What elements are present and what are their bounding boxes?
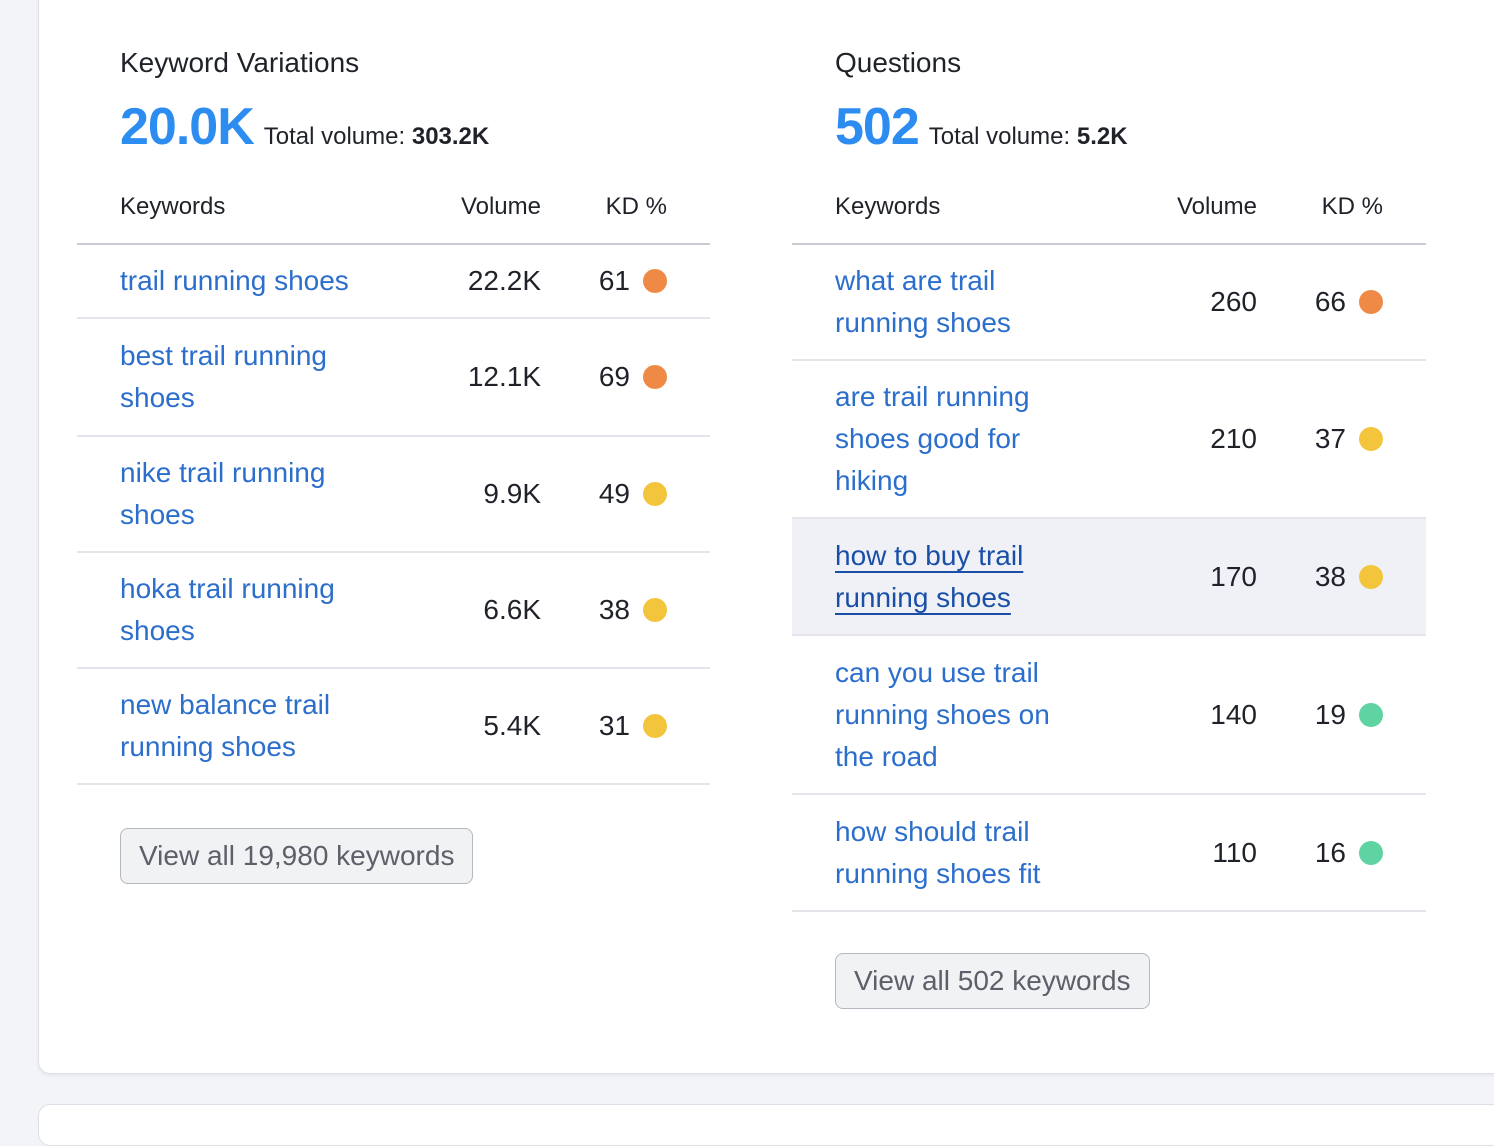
kd-value: 69 bbox=[598, 361, 630, 392]
volume-value: 210 bbox=[1210, 423, 1257, 454]
kd-dot-icon bbox=[1359, 290, 1383, 314]
volume-value: 22.2K bbox=[467, 265, 541, 296]
view-all-questions-button[interactable]: View all 502 keywords bbox=[835, 953, 1150, 1009]
col-volume[interactable]: Volume bbox=[460, 193, 541, 220]
panel-title: Keyword Variations bbox=[120, 47, 360, 78]
table-row: can you use trail running shoes on the r… bbox=[792, 636, 1426, 795]
volume-value: 140 bbox=[1210, 698, 1257, 730]
volume-value: 110 bbox=[1212, 836, 1257, 868]
kd-dot-icon bbox=[1359, 427, 1383, 451]
table-row: are trail running shoes good for hiking … bbox=[792, 361, 1426, 519]
kd-value: 19 bbox=[1314, 698, 1346, 730]
next-card bbox=[38, 1104, 1494, 1146]
keyword-count[interactable]: 20.0K bbox=[120, 98, 255, 156]
keyword-link[interactable]: are trail running shoes good for hiking bbox=[835, 381, 1030, 496]
table-body: what are trail running shoes 260 66 are … bbox=[792, 245, 1426, 912]
kd-dot-icon bbox=[643, 598, 667, 622]
keyword-link[interactable]: hoka trail running shoes bbox=[120, 573, 335, 646]
kd-value: 16 bbox=[1314, 836, 1346, 868]
table-body: trail running shoes 22.2K 61 best trail … bbox=[77, 245, 710, 785]
volume-value: 6.6K bbox=[483, 594, 541, 625]
table-row: new balance trail running shoes 5.4K 31 bbox=[77, 669, 710, 785]
table-row-hovered: how to buy trail running shoes 170 38 bbox=[792, 519, 1426, 636]
kd-value: 38 bbox=[598, 594, 630, 625]
keyword-link[interactable]: can you use trail running shoes on the r… bbox=[835, 656, 1050, 772]
view-all-variations-button[interactable]: View all 19,980 keywords bbox=[120, 828, 474, 884]
col-volume[interactable]: Volume bbox=[1176, 193, 1257, 220]
col-kd[interactable]: KD % bbox=[605, 193, 667, 220]
volume-value: 5.4K bbox=[483, 710, 541, 741]
stat-summary: 502 Total volume: 5.2K bbox=[835, 97, 1128, 157]
kd-dot-icon bbox=[643, 269, 667, 293]
kd-value: 61 bbox=[598, 265, 630, 296]
col-keywords[interactable]: Keywords bbox=[835, 193, 941, 220]
table-row: how should trail running shoes fit 110 1… bbox=[792, 795, 1426, 912]
volume-value: 260 bbox=[1210, 286, 1257, 317]
volume-value: 170 bbox=[1210, 560, 1257, 592]
volume-value: 12.1K bbox=[467, 361, 541, 392]
kd-dot-icon bbox=[643, 482, 667, 506]
col-keywords[interactable]: Keywords bbox=[120, 193, 226, 220]
table-row: best trail running shoes 12.1K 69 bbox=[77, 319, 710, 437]
total-volume-value: 5.2K bbox=[1076, 123, 1128, 150]
panel-title: Questions bbox=[835, 47, 962, 78]
kd-dot-icon bbox=[643, 714, 667, 738]
keyword-link[interactable]: what are trail running shoes bbox=[835, 265, 1011, 338]
keyword-link[interactable]: how should trail running shoes fit bbox=[835, 815, 1041, 889]
kd-dot-icon bbox=[1359, 840, 1383, 865]
kd-value: 31 bbox=[598, 710, 630, 741]
kd-value: 66 bbox=[1314, 286, 1346, 317]
table-row: nike trail running shoes 9.9K 49 bbox=[77, 437, 710, 553]
kd-value: 37 bbox=[1314, 423, 1346, 454]
total-volume: Total volume: 303.2K bbox=[264, 123, 489, 151]
total-volume-label: Total volume: bbox=[928, 123, 1071, 150]
kd-dot-icon bbox=[1359, 564, 1383, 589]
kd-value: 38 bbox=[1314, 560, 1346, 592]
table-row: hoka trail running shoes 6.6K 38 bbox=[77, 553, 710, 669]
kd-value: 49 bbox=[598, 478, 630, 509]
col-kd[interactable]: KD % bbox=[1321, 193, 1383, 220]
total-volume-label: Total volume: bbox=[263, 123, 406, 150]
table-row: what are trail running shoes 260 66 bbox=[792, 245, 1426, 361]
kd-dot-icon bbox=[1359, 702, 1383, 727]
question-count[interactable]: 502 bbox=[835, 98, 920, 156]
total-volume-value: 303.2K bbox=[411, 123, 490, 150]
table-header: Keywords Volume KD % bbox=[77, 185, 710, 245]
keyword-link[interactable]: how to buy trail running shoes bbox=[835, 539, 1024, 613]
keyword-link[interactable]: trail running shoes bbox=[120, 265, 349, 296]
keyword-link[interactable]: nike trail running shoes bbox=[120, 457, 326, 530]
stat-summary: 20.0K Total volume: 303.2K bbox=[120, 97, 489, 157]
table-header: Keywords Volume KD % bbox=[792, 185, 1426, 245]
keyword-link[interactable]: best trail running shoes bbox=[120, 340, 328, 413]
keyword-link[interactable]: new balance trail running shoes bbox=[120, 689, 331, 762]
keyword-overview-card: Keyword Variations 20.0K Total volume: 3… bbox=[38, 0, 1494, 1074]
volume-value: 9.9K bbox=[483, 478, 541, 509]
kd-dot-icon bbox=[643, 365, 667, 389]
total-volume: Total volume: 5.2K bbox=[929, 123, 1128, 151]
table-row: trail running shoes 22.2K 61 bbox=[77, 245, 710, 319]
